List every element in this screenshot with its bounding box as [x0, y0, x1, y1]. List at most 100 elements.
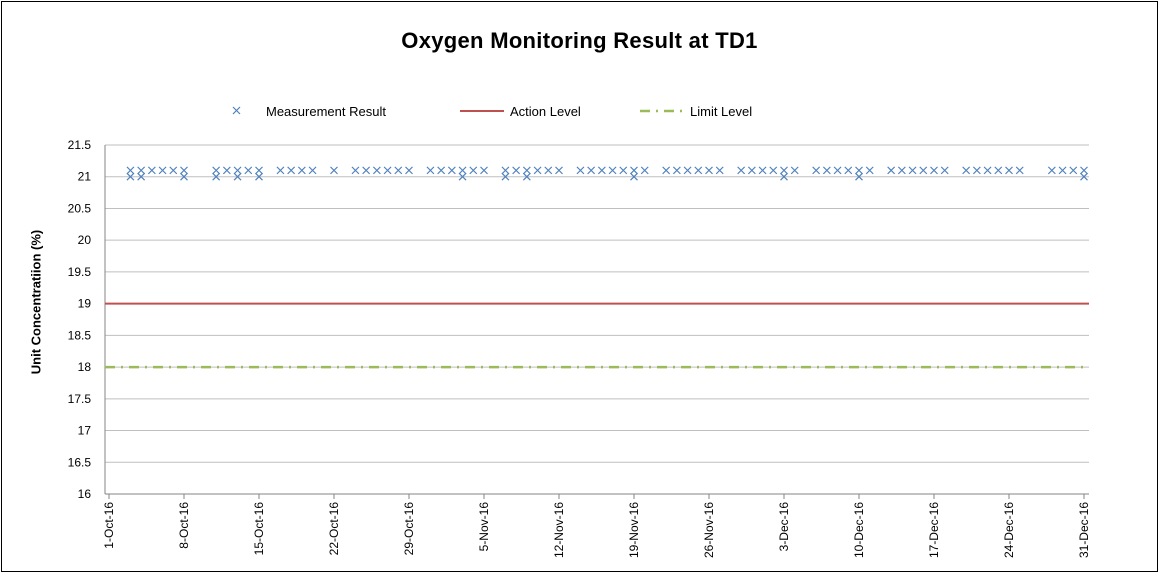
- measurement-point: [983, 166, 992, 175]
- x-tick-label: 3-Dec-16: [777, 502, 791, 552]
- measurement-point: [619, 166, 628, 175]
- measurement-point: [1005, 166, 1013, 175]
- x-tick-label: 19-Nov-16: [627, 502, 641, 558]
- measurement-point: [362, 166, 371, 175]
- measurement-point: [780, 172, 788, 181]
- measurement-point: [962, 166, 971, 175]
- measurement-point: [501, 172, 510, 181]
- measurement-point: [597, 166, 606, 175]
- measurement-point: [855, 172, 863, 181]
- measurement-point: [1080, 172, 1088, 181]
- measurement-point: [822, 166, 831, 175]
- measurement-point: [512, 166, 521, 175]
- measurement-point: [865, 166, 874, 175]
- measurement-point: [715, 166, 724, 175]
- measurement-point: [630, 166, 638, 175]
- measurement-point: [940, 166, 949, 175]
- measurement-point: [287, 166, 296, 175]
- measurement-point: [640, 166, 649, 175]
- measurement-point: [790, 166, 799, 175]
- y-tick-label: 19.5: [68, 265, 92, 279]
- measurement-point: [705, 166, 713, 175]
- measurement-point: [1015, 166, 1024, 175]
- measurement-point: [1069, 166, 1078, 175]
- measurement-point: [1058, 166, 1067, 175]
- x-tick-label: 5-Nov-16: [477, 502, 491, 552]
- measurement-point: [447, 166, 456, 175]
- measurement-point: [533, 166, 542, 175]
- measurement-point: [747, 166, 756, 175]
- x-tick-label: 10-Dec-16: [852, 502, 866, 558]
- x-tick-label: 12-Nov-16: [552, 502, 566, 558]
- measurement-point: [555, 166, 563, 175]
- measurement-point: [212, 166, 221, 175]
- y-tick-label: 19: [78, 297, 92, 311]
- measurement-point: [812, 166, 821, 175]
- legend-label-action: Action Level: [510, 104, 581, 119]
- measurement-point: [469, 166, 478, 175]
- measurement-point: [383, 166, 392, 175]
- x-tick-label: 29-Oct-16: [402, 502, 416, 556]
- legend-label-limit: Limit Level: [690, 104, 753, 119]
- x-tick-label: 1-Oct-16: [102, 502, 116, 549]
- measurement-point: [458, 172, 467, 181]
- measurement-point: [1080, 166, 1088, 175]
- measurement-point: [222, 166, 231, 175]
- measurement-point: [244, 166, 253, 175]
- y-tick-label: 18: [78, 360, 92, 374]
- measurement-point: [147, 166, 156, 175]
- measurement-point: [672, 166, 681, 175]
- measurement-point: [426, 166, 435, 175]
- y-tick-label: 17.5: [68, 392, 92, 406]
- measurement-point: [158, 166, 167, 175]
- measurement-point: [994, 166, 1003, 175]
- measurement-point: [930, 166, 938, 175]
- x-tick-label: 15-Oct-16: [252, 502, 266, 556]
- measurement-point: [737, 166, 746, 175]
- x-tick-label: 8-Oct-16: [177, 502, 191, 549]
- measurement-point: [544, 166, 553, 175]
- measurement-point: [169, 166, 178, 175]
- measurement-point: [137, 172, 146, 181]
- measurement-point: [608, 166, 617, 175]
- measurement-point: [437, 166, 446, 175]
- x-tick-label: 31-Dec-16: [1077, 502, 1091, 558]
- measurement-point: [522, 166, 531, 175]
- measurement-point: [180, 166, 188, 175]
- measurement-point: [480, 166, 488, 175]
- measurement-point: [330, 166, 338, 175]
- measurement-point: [694, 166, 703, 175]
- x-tick-label: 24-Dec-16: [1002, 502, 1016, 558]
- measurement-point: [833, 166, 842, 175]
- measurement-point: [255, 166, 263, 175]
- measurement-point: [276, 166, 285, 175]
- measurement-point: [769, 166, 778, 175]
- measurement-point: [844, 166, 853, 175]
- x-tick-label: 22-Oct-16: [327, 502, 341, 556]
- measurement-point: [351, 166, 360, 175]
- measurement-point: [758, 166, 767, 175]
- y-tick-label: 17: [78, 424, 92, 438]
- measurement-point: [662, 166, 671, 175]
- measurement-point: [522, 172, 531, 181]
- measurement-point: [180, 172, 188, 181]
- measurement-point: [372, 166, 381, 175]
- solid-line-icon: [460, 110, 504, 112]
- measurement-point: [212, 172, 221, 181]
- measurement-point: [887, 166, 896, 175]
- measurement-point: [405, 166, 413, 175]
- dash-dot-line-icon: [640, 109, 684, 113]
- y-tick-label: 21: [78, 170, 92, 184]
- y-tick-label: 20: [78, 233, 92, 247]
- measurement-point: [587, 166, 596, 175]
- measurement-point: [630, 172, 638, 181]
- measurement-point: [137, 166, 146, 175]
- measurement-point: [458, 166, 467, 175]
- y-tick-label: 16: [78, 487, 92, 501]
- measurement-point: [919, 166, 928, 175]
- measurement-point: [255, 172, 263, 181]
- measurement-point: [780, 166, 788, 175]
- measurement-point: [308, 166, 317, 175]
